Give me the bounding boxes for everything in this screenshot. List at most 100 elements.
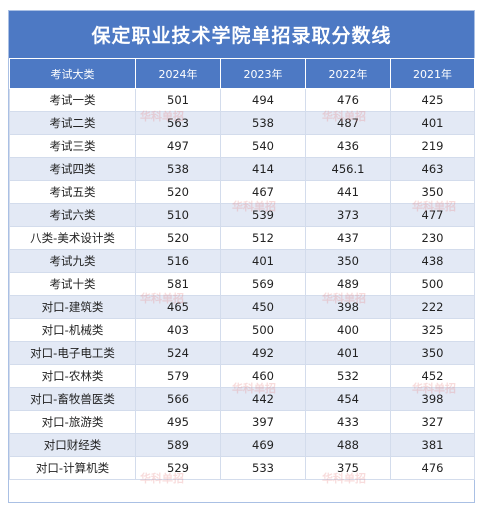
table-row: 考试二类 563 538 487 401 (9, 111, 475, 135)
header-2023: 2023年 (220, 58, 306, 89)
score-cell: 520 (135, 226, 221, 250)
header-2021: 2021年 (390, 58, 475, 89)
score-cell: 401 (390, 111, 475, 135)
category-cell: 八类-美术设计类 (9, 226, 136, 250)
score-cell: 476 (305, 88, 391, 112)
score-cell: 454 (305, 387, 391, 411)
score-cell: 463 (390, 157, 475, 181)
score-cell: 495 (135, 410, 221, 434)
score-table-card: 保定职业技术学院单招录取分数线 考试大类 2024年 2023年 2022年 2… (8, 10, 475, 503)
table-row: 对口-机械类 403 500 400 325 (9, 318, 475, 342)
score-cell: 477 (390, 203, 475, 227)
category-cell: 考试三类 (9, 134, 136, 158)
table-row: 对口-建筑类 465 450 398 222 (9, 295, 475, 319)
category-cell: 考试一类 (9, 88, 136, 112)
table-row: 考试十类 581 569 489 500 (9, 272, 475, 296)
score-cell: 433 (305, 410, 391, 434)
table-row: 对口-计算机类 529 533 375 476 (9, 456, 475, 480)
score-cell: 350 (305, 249, 391, 273)
score-cell: 222 (390, 295, 475, 319)
category-cell: 对口-机械类 (9, 318, 136, 342)
score-cell: 563 (135, 111, 221, 135)
table-row: 考试六类 510 539 373 477 (9, 203, 475, 227)
category-cell: 对口财经类 (9, 433, 136, 457)
score-cell: 540 (220, 134, 306, 158)
score-cell: 450 (220, 295, 306, 319)
score-cell: 510 (135, 203, 221, 227)
score-cell: 579 (135, 364, 221, 388)
score-cell: 520 (135, 180, 221, 204)
score-cell: 442 (220, 387, 306, 411)
score-cell: 350 (390, 180, 475, 204)
score-cell: 436 (305, 134, 391, 158)
score-cell: 532 (305, 364, 391, 388)
score-cell: 327 (390, 410, 475, 434)
category-cell: 对口-电子电工类 (9, 341, 136, 365)
category-cell: 考试四类 (9, 157, 136, 181)
table-row: 八类-美术设计类 520 512 437 230 (9, 226, 475, 250)
score-cell: 489 (305, 272, 391, 296)
score-cell: 500 (220, 318, 306, 342)
score-cell: 566 (135, 387, 221, 411)
score-cell: 381 (390, 433, 475, 457)
category-cell: 考试五类 (9, 180, 136, 204)
score-cell: 539 (220, 203, 306, 227)
table-row: 对口-旅游类 495 397 433 327 (9, 410, 475, 434)
category-cell: 对口-建筑类 (9, 295, 136, 319)
header-2022: 2022年 (305, 58, 391, 89)
score-cell: 401 (305, 341, 391, 365)
table-row: 考试九类 516 401 350 438 (9, 249, 475, 273)
score-cell: 325 (390, 318, 475, 342)
category-cell: 对口-旅游类 (9, 410, 136, 434)
score-cell: 494 (220, 88, 306, 112)
score-cell: 487 (305, 111, 391, 135)
score-cell: 441 (305, 180, 391, 204)
score-cell: 460 (220, 364, 306, 388)
score-cell: 219 (390, 134, 475, 158)
category-cell: 对口-畜牧兽医类 (9, 387, 136, 411)
category-cell: 考试二类 (9, 111, 136, 135)
score-cell: 438 (390, 249, 475, 273)
score-cell: 398 (390, 387, 475, 411)
score-cell: 403 (135, 318, 221, 342)
category-cell: 考试九类 (9, 249, 136, 273)
table-row: 考试一类 501 494 476 425 (9, 88, 475, 112)
header-2024: 2024年 (135, 58, 221, 89)
score-cell: 533 (220, 456, 306, 480)
score-cell: 516 (135, 249, 221, 273)
category-cell: 对口-计算机类 (9, 456, 136, 480)
score-cell: 452 (390, 364, 475, 388)
score-cell: 512 (220, 226, 306, 250)
score-cell: 401 (220, 249, 306, 273)
score-cell: 569 (220, 272, 306, 296)
score-cell: 497 (135, 134, 221, 158)
score-cell: 500 (390, 272, 475, 296)
table-row: 考试五类 520 467 441 350 (9, 180, 475, 204)
table-row: 对口财经类 589 469 488 381 (9, 433, 475, 457)
score-cell: 501 (135, 88, 221, 112)
score-cell: 373 (305, 203, 391, 227)
score-cell: 465 (135, 295, 221, 319)
score-cell: 488 (305, 433, 391, 457)
score-cell: 589 (135, 433, 221, 457)
score-cell: 350 (390, 341, 475, 365)
table-row: 对口-电子电工类 524 492 401 350 (9, 341, 475, 365)
header-category: 考试大类 (9, 58, 136, 89)
score-cell: 375 (305, 456, 391, 480)
score-cell: 230 (390, 226, 475, 250)
score-table: 考试大类 2024年 2023年 2022年 2021年 考试一类 501 494 4… (9, 58, 475, 480)
score-cell: 437 (305, 226, 391, 250)
score-cell: 538 (135, 157, 221, 181)
score-cell: 538 (220, 111, 306, 135)
table-title: 保定职业技术学院单招录取分数线 (9, 11, 474, 58)
table-row: 对口-畜牧兽医类 566 442 454 398 (9, 387, 475, 411)
header-row: 考试大类 2024年 2023年 2022年 2021年 (9, 58, 475, 89)
score-cell: 492 (220, 341, 306, 365)
score-cell: 476 (390, 456, 475, 480)
score-cell: 425 (390, 88, 475, 112)
score-cell: 467 (220, 180, 306, 204)
table-row: 考试四类 538 414 456.1 463 (9, 157, 475, 181)
score-cell: 414 (220, 157, 306, 181)
category-cell: 考试六类 (9, 203, 136, 227)
table-row: 考试三类 497 540 436 219 (9, 134, 475, 158)
